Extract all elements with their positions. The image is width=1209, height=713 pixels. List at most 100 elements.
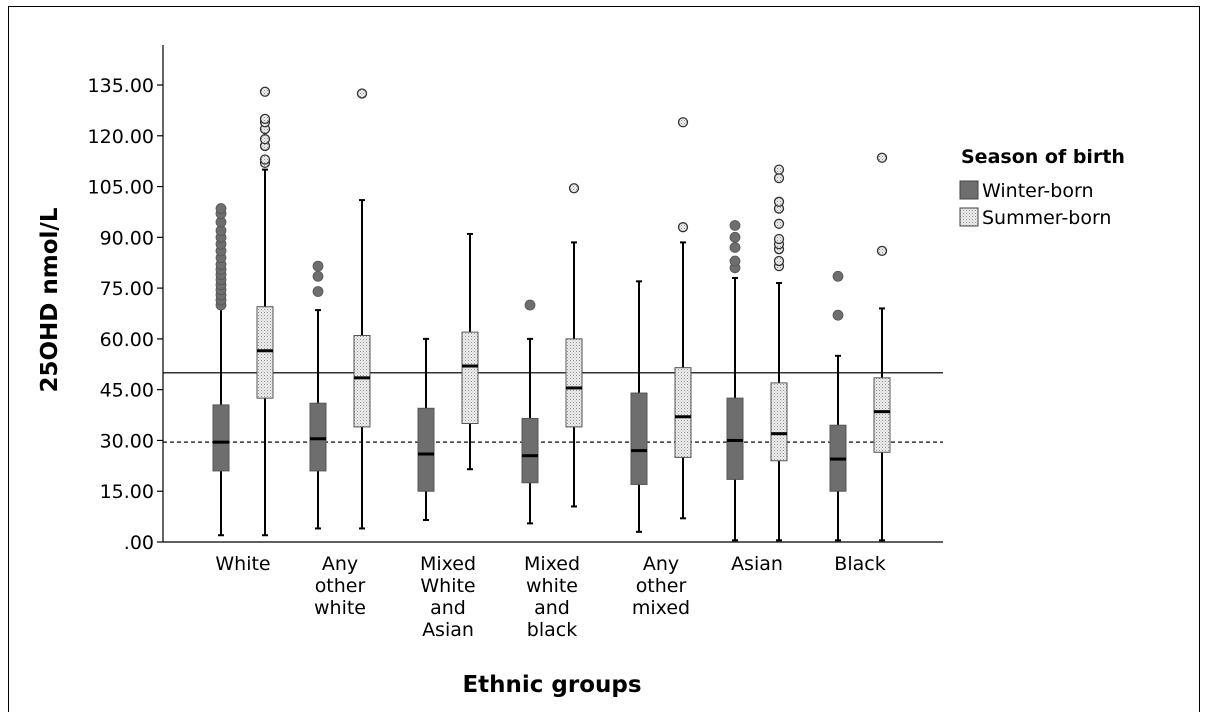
summer-box-6	[873, 152, 891, 542]
y-tick-label: 60.00	[100, 329, 154, 351]
outlier-point	[832, 270, 844, 282]
x-category-label: Black	[834, 553, 885, 575]
outlier-point	[677, 117, 689, 128]
x-category-label-line: white	[314, 597, 366, 619]
x-category-label-line: white	[526, 575, 578, 597]
outlier-point	[729, 220, 741, 231]
outlier-point	[773, 218, 785, 229]
outlier-point	[773, 164, 785, 175]
box	[353, 335, 371, 428]
y-tick-label: 120.00	[88, 126, 154, 148]
legend-swatch	[959, 180, 979, 200]
y-tick-label: 15.00	[100, 481, 154, 503]
outlier-point	[729, 231, 741, 243]
summer-box-1	[353, 88, 371, 530]
x-category-label: Mixed White and Asian	[420, 553, 476, 641]
outlier-point	[773, 196, 785, 207]
outlier-point	[215, 203, 227, 214]
x-category-label-line: Mixed	[524, 553, 580, 575]
box	[417, 407, 435, 492]
box	[726, 397, 744, 480]
y-tick-label: 45.00	[100, 380, 154, 402]
outlier-point	[312, 286, 324, 297]
figure-frame	[8, 6, 1200, 712]
summer-box-0	[256, 86, 274, 537]
outlier-point	[677, 222, 689, 233]
box	[461, 331, 479, 425]
box	[565, 338, 583, 428]
x-category-label: Any other white	[314, 553, 366, 619]
outlier-point	[259, 134, 271, 145]
box	[309, 402, 327, 472]
y-tick-label: 30.00	[100, 430, 154, 452]
x-category-label-line: and	[430, 597, 466, 619]
summer-box-3	[565, 183, 583, 508]
x-category-label-line: White	[215, 553, 270, 575]
outlier-point	[259, 86, 271, 97]
x-category-label-line: other	[315, 575, 366, 597]
box-series	[212, 86, 891, 542]
x-category-label-line: Mixed	[420, 553, 476, 575]
winter-box-4	[630, 280, 648, 533]
x-category-label-line: Black	[834, 553, 885, 575]
y-tick-label: 75.00	[100, 278, 154, 300]
x-category-label: Any other mixed	[632, 553, 690, 619]
x-category-label-line: other	[636, 575, 687, 597]
x-category-label-line: Any	[322, 553, 358, 575]
outlier-point	[312, 260, 324, 272]
axes	[162, 45, 943, 543]
summer-box-4	[674, 117, 692, 520]
box	[212, 404, 230, 472]
box	[674, 367, 692, 458]
x-category-label-line: Asian	[731, 553, 783, 575]
y-tick-label: 105.00	[88, 177, 154, 199]
box	[521, 417, 539, 484]
summer-box-5	[770, 164, 788, 542]
outlier-point	[832, 309, 844, 321]
winter-box-6	[829, 270, 847, 542]
outlier-point	[259, 113, 271, 125]
outlier-point	[524, 299, 536, 311]
x-category-label-line: White	[420, 575, 475, 597]
legend-label: Winter-born	[982, 180, 1094, 202]
x-category-label: Mixed white and black	[524, 553, 580, 641]
y-tick-label: 90.00	[100, 227, 154, 249]
x-category-label-line: black	[527, 619, 577, 641]
winter-box-2	[417, 337, 435, 521]
x-category-label: Asian	[731, 553, 783, 575]
reference-lines	[163, 371, 943, 443]
outlier-point	[729, 242, 741, 253]
y-axis-title: 25OHD nmol/L	[37, 207, 63, 392]
box	[630, 392, 648, 485]
outlier-point	[773, 172, 785, 184]
outlier-point	[312, 270, 324, 282]
y-tick-label: 135.00	[88, 75, 154, 97]
summer-box-2	[461, 232, 479, 471]
outlier-point	[356, 88, 368, 99]
outlier-point	[773, 233, 785, 245]
x-category-label-line: Any	[643, 553, 679, 575]
winter-box-3	[521, 299, 539, 525]
x-category-label-line: and	[534, 597, 570, 619]
box	[770, 382, 788, 462]
x-category-label: White	[215, 553, 270, 575]
winter-box-1	[309, 260, 327, 530]
box	[873, 377, 891, 453]
y-axis-ticks: .00 15.00 30.00 45.00 60.00 75.00 90.00 105.00 1…	[88, 75, 163, 554]
outlier-point	[729, 255, 741, 267]
outlier-point	[773, 255, 785, 267]
x-category-label-line: mixed	[632, 597, 690, 619]
legend-label: Summer-born	[982, 207, 1111, 229]
outlier-point	[568, 183, 580, 194]
x-category-label-line: Asian	[422, 619, 474, 641]
outlier-point	[876, 152, 888, 163]
winter-box-5	[726, 220, 744, 542]
y-tick-label: .00	[124, 532, 154, 554]
outlier-point	[876, 245, 888, 257]
legend: Season of birth Winter-born Summer-born	[959, 146, 1125, 229]
box	[256, 306, 274, 399]
x-axis-title: Ethnic groups	[462, 672, 641, 698]
legend-swatch	[959, 207, 979, 227]
